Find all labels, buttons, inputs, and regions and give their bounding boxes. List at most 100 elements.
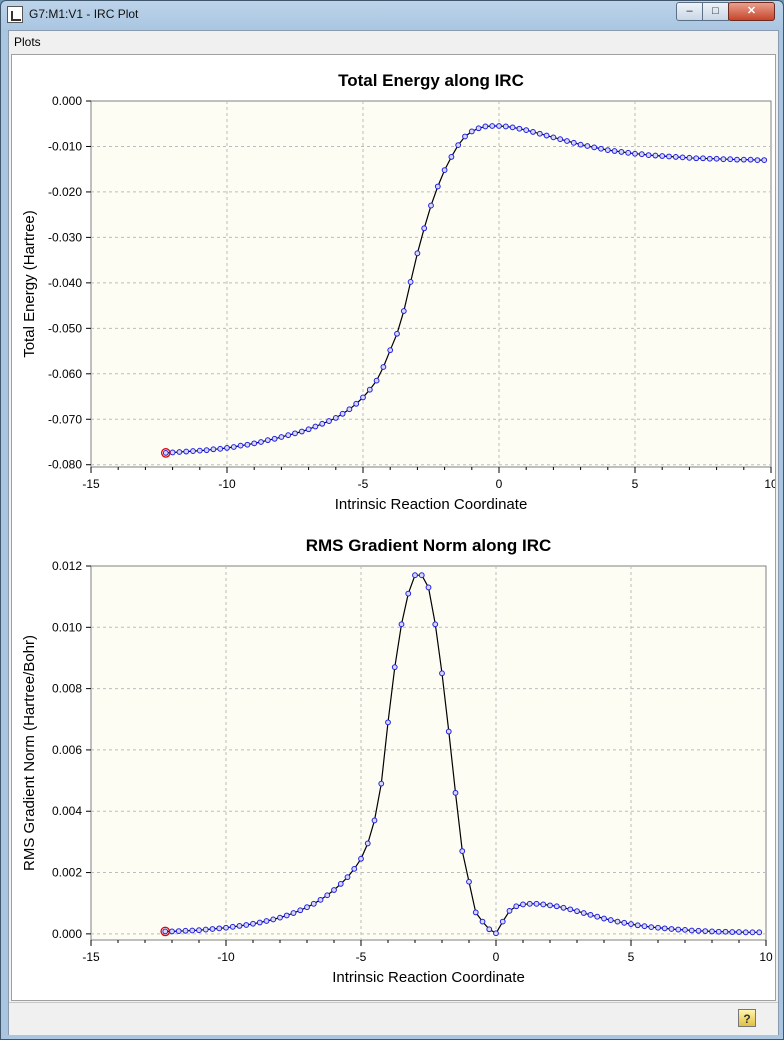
data-point [700,155,706,162]
data-point [244,441,251,448]
data-point [475,125,482,132]
data-point [645,152,652,159]
data-point [373,377,380,384]
data-point [439,670,445,677]
data-point [742,929,749,936]
data-point [530,129,536,135]
data-point [251,440,258,447]
data-point [715,928,722,935]
y-tick-label: -0.040 [48,276,82,290]
close-button[interactable]: ✕ [728,2,775,21]
data-point [387,347,394,354]
data-point [351,865,358,872]
data-point [264,437,271,444]
data-point [250,920,256,927]
data-point [668,926,675,932]
data-point [466,878,472,885]
data-point [584,143,591,149]
data-point [587,911,594,918]
highlight-marker [160,926,171,937]
data-point [618,149,625,155]
data-point [256,919,263,926]
data-point [305,426,312,433]
data-point [567,906,574,913]
data-point [304,904,310,911]
x-tick-label: -5 [356,950,367,964]
x-tick-label: 5 [628,950,635,964]
y-tick-label: 0.012 [52,559,82,573]
data-point [747,156,754,163]
data-point [736,929,742,935]
data-point [493,930,499,937]
data-point [482,123,489,130]
title-bar[interactable]: G7:M1:V1 - IRC Plot – □ ✕ [1,1,783,29]
y-tick-label: -0.020 [48,185,82,199]
data-point [594,913,601,920]
data-point [754,157,761,164]
data-point [526,900,533,907]
data-point [237,442,244,449]
menu-plots[interactable]: Plots [14,35,41,49]
data-point [224,445,230,451]
maximize-button[interactable]: □ [702,2,729,21]
data-point [331,887,337,893]
data-point [425,584,432,591]
data-point [346,406,353,413]
data-point [190,448,196,454]
help-icon[interactable]: ? [738,1009,756,1027]
y-tick-label: 0.010 [52,620,82,634]
y-tick-label: -0.070 [48,412,82,426]
data-point [448,154,455,160]
x-axis-label: Intrinsic Reaction Coordinate [335,496,528,513]
data-point [574,908,580,915]
data-point [283,912,290,919]
data-point [169,928,175,935]
data-point [428,202,434,209]
data-point [607,917,614,923]
data-point [297,907,304,914]
data-point [285,432,292,439]
plots-area: -15 -10 -5 0 5 10 0.000 -0.010 -0.020 -0.030 -0.04… [11,54,776,1001]
data-point [729,929,736,935]
data-point [611,148,618,154]
data-point [175,928,182,935]
data-point [672,154,679,160]
data-point [312,423,319,430]
data-point [661,925,668,932]
data-point [693,155,700,162]
data-point [360,394,366,401]
minimize-button[interactable]: – [676,2,703,21]
data-point [520,901,526,908]
data-point [706,155,713,162]
data-point [434,183,441,190]
window-title: G7:M1:V1 - IRC Plot [29,7,139,21]
data-point [324,892,331,899]
data-point [709,928,715,935]
data-point [258,439,264,445]
app-icon[interactable] [7,6,23,23]
highlight-marker [160,448,171,458]
data-point [189,927,196,934]
data-point [391,664,398,671]
data-point [601,915,607,922]
x-axis-label: Intrinsic Reaction Coordinate [332,969,525,986]
data-point [659,153,666,159]
data-point [418,572,425,579]
data-point [604,147,611,154]
data-point [749,929,756,936]
data-point [317,896,324,903]
data-point [263,918,270,924]
data-point [339,410,346,417]
x-tick-label: 0 [496,477,503,491]
x-tick-label: 10 [759,950,773,964]
status-bar: ? [9,1002,778,1035]
data-point [496,123,502,129]
data-point [479,918,486,925]
data-point [236,922,243,929]
data-point [641,923,648,930]
data-point [499,918,506,925]
data-point [666,153,672,160]
data-point [432,621,439,628]
data-point [398,621,405,628]
data-point [371,817,378,824]
